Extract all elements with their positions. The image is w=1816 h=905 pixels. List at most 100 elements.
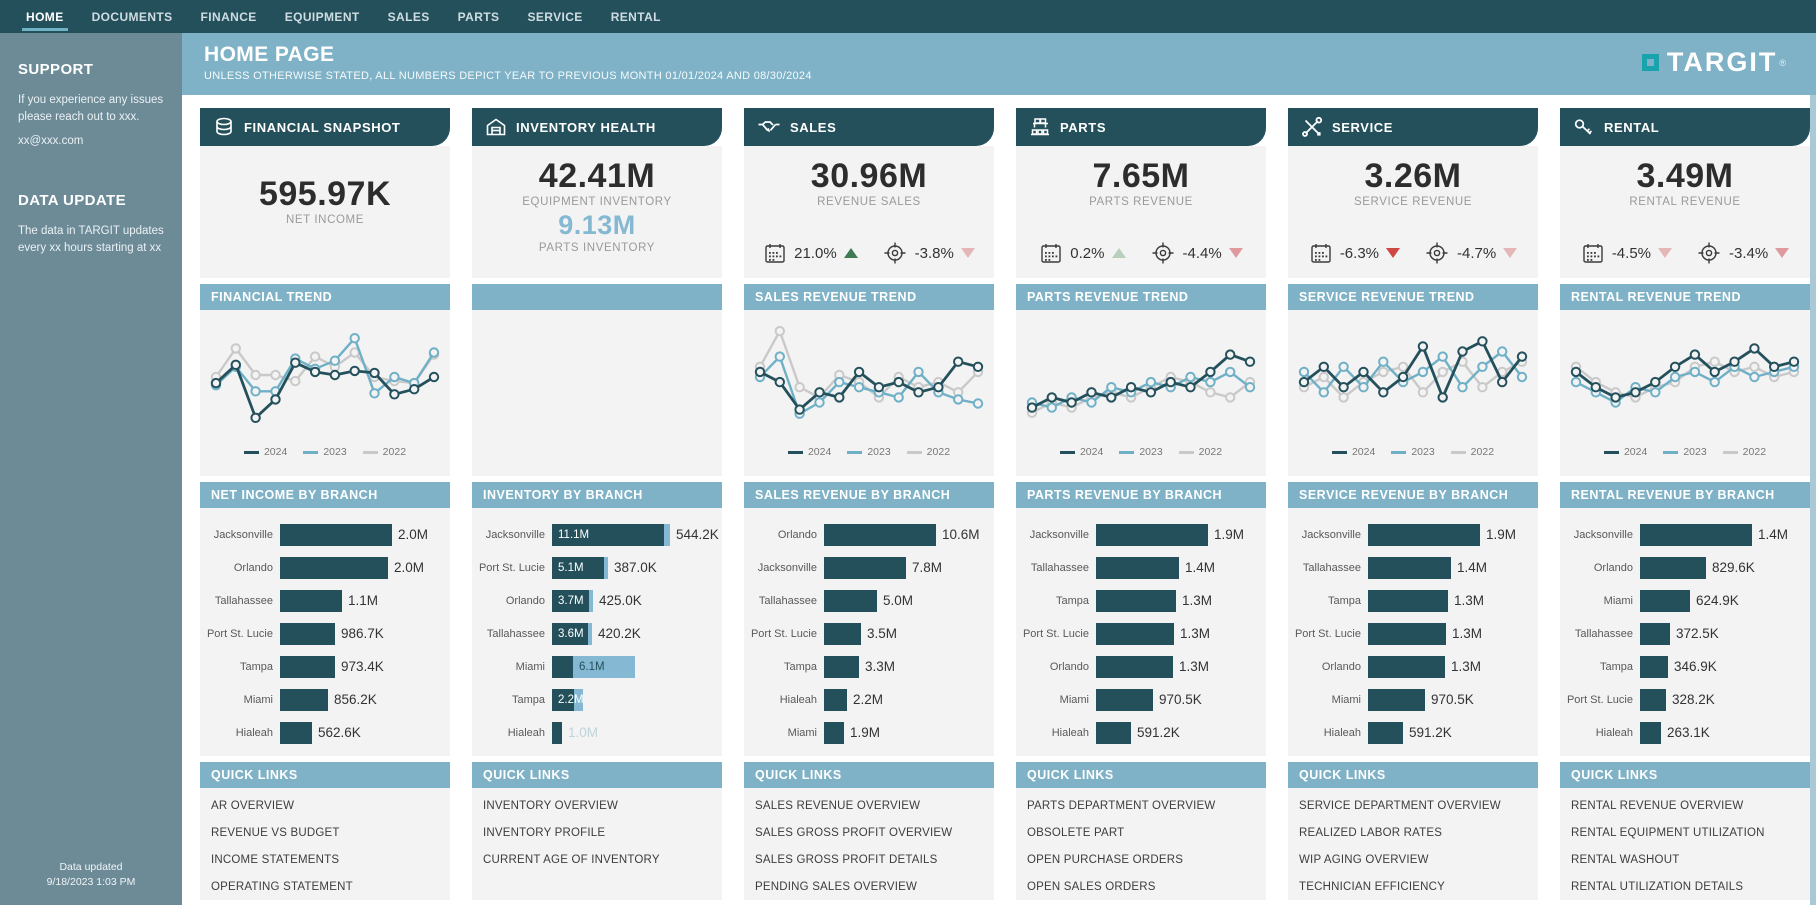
bar-row: Miami 970.5K xyxy=(1020,683,1258,716)
quick-link[interactable]: TECHNICIAN EFFICIENCY xyxy=(1299,880,1446,893)
quick-link[interactable]: SALES GROSS PROFIT DETAILS xyxy=(755,853,938,866)
trend-chart-section-inventory xyxy=(472,310,722,476)
bar-container: 970.5K xyxy=(1368,688,1474,711)
quick-link[interactable]: OPEN PURCHASE ORDERS xyxy=(1027,853,1184,866)
nav-item-home[interactable]: HOME xyxy=(12,0,78,33)
quick-link[interactable]: OPERATING STATEMENT xyxy=(211,880,353,893)
quick-link[interactable]: SALES GROSS PROFIT OVERVIEW xyxy=(755,826,953,839)
branch-label: Tampa xyxy=(511,693,545,706)
kpi-section-financial: 595.97K NET INCOME xyxy=(200,146,450,278)
trend-chart-section-sales: 2024 2023 2022 xyxy=(744,310,994,476)
branch-label: Hialeah xyxy=(1051,726,1089,739)
trend-section-title: SERVICE REVENUE TREND xyxy=(1288,284,1538,310)
bar xyxy=(1096,688,1153,711)
quick-link[interactable]: SERVICE DEPARTMENT OVERVIEW xyxy=(1299,799,1501,812)
page-subtitle: UNLESS OTHERWISE STATED, ALL NUMBERS DEP… xyxy=(204,70,812,82)
bar xyxy=(280,556,388,579)
quick-link[interactable]: AR OVERVIEW xyxy=(211,799,295,812)
nav-item-equipment[interactable]: EQUIPMENT xyxy=(284,9,360,24)
legend-item-2023: 2023 xyxy=(303,446,347,458)
branch-label: Tampa xyxy=(1055,594,1089,607)
bar-container: 562.6K xyxy=(280,721,361,744)
branch-label: Port St. Lucie xyxy=(750,627,817,640)
bar-equipment-segment: 11.1M xyxy=(552,523,664,546)
card-title: PARTS xyxy=(1060,119,1107,135)
branch-label: Port St. Lucie xyxy=(478,561,545,574)
data-update-text: The data in TARGIT updates every xx hour… xyxy=(18,225,164,254)
quick-link[interactable]: SALES REVENUE OVERVIEW xyxy=(755,799,921,812)
quick-link[interactable]: RENTAL EQUIPMENT UTILIZATION xyxy=(1571,826,1765,839)
branch-label: Tampa xyxy=(783,660,817,673)
bar-value: 372.5K xyxy=(1676,626,1719,641)
bar-row: Hialeah 562.6K xyxy=(204,716,442,749)
bar-container: 986.7K xyxy=(280,622,384,645)
bar-container: 372.5K xyxy=(1640,622,1719,645)
bar-value: 1.9M xyxy=(1214,527,1245,542)
trend-legend: 2024 2023 2022 xyxy=(744,446,994,458)
nav-item-documents[interactable]: DOCUMENTS xyxy=(91,9,173,24)
quick-link[interactable]: OBSOLETE PART xyxy=(1027,826,1125,839)
bar xyxy=(1368,655,1445,678)
quick-link[interactable]: WIP AGING OVERVIEW xyxy=(1299,853,1429,866)
quick-link[interactable]: CURRENT AGE OF INVENTORY xyxy=(483,853,660,866)
legend-label: 2023 xyxy=(1683,446,1707,458)
bar-row: Tallahassee 1.4M xyxy=(1020,551,1258,584)
nav-item-rental[interactable]: RENTAL xyxy=(610,9,661,24)
legend-item-2022: 2022 xyxy=(1450,446,1494,458)
legend-swatch xyxy=(1450,450,1466,454)
bar-row: Port St. Lucie 986.7K xyxy=(204,617,442,650)
trend-down-icon xyxy=(1775,248,1790,258)
kpi-value: 3.26M xyxy=(1364,157,1462,195)
legend-swatch xyxy=(1059,450,1075,454)
nav-item-parts[interactable]: PARTS xyxy=(457,9,500,24)
calendar-icon xyxy=(763,241,787,265)
right-edge-strip xyxy=(1810,95,1816,905)
nav-item-service[interactable]: SERVICE xyxy=(527,9,583,24)
kpi-label: PARTS INVENTORY xyxy=(538,241,656,254)
quick-link[interactable]: REALIZED LABOR RATES xyxy=(1299,826,1443,839)
quick-link[interactable]: PARTS DEPARTMENT OVERVIEW xyxy=(1027,799,1216,812)
legend-swatch xyxy=(243,450,259,454)
bar-value: 970.5K xyxy=(1159,692,1202,707)
bar xyxy=(824,688,847,711)
quick-link[interactable]: RENTAL REVENUE OVERVIEW xyxy=(1571,799,1744,812)
top-navigation: HOME DOCUMENTS FINANCE EQUIPMENT SALES PARTS S… xyxy=(0,0,1816,33)
nav-item-sales[interactable]: SALES xyxy=(387,9,430,24)
bar xyxy=(1368,622,1446,645)
kpi-indicator-row: 21.0% -3.8% xyxy=(744,240,994,266)
bar-row: Jacksonville 7.8M xyxy=(748,551,986,584)
bar-inside-label: 6.1M xyxy=(579,660,605,673)
legend-item-2023: 2023 xyxy=(1663,446,1707,458)
quick-link[interactable]: RENTAL WASHOUT xyxy=(1571,853,1680,866)
legend-label: 2024 xyxy=(1351,446,1376,458)
trend-down-icon xyxy=(1658,248,1672,258)
branch-label: Jacksonville xyxy=(757,561,817,574)
bar-row: Miami 970.5K xyxy=(1292,683,1530,716)
bar-value: 970.5K xyxy=(1431,692,1474,707)
quick-link[interactable]: PENDING SALES OVERVIEW xyxy=(755,880,918,893)
quick-link[interactable]: OPEN SALES ORDERS xyxy=(1027,880,1156,893)
bar xyxy=(1640,688,1666,711)
bar-value: 425.0K xyxy=(599,593,642,608)
card-header-inventory: INVENTORY HEALTH xyxy=(472,108,722,146)
quick-link[interactable]: INVENTORY OVERVIEW xyxy=(483,799,619,812)
branch-label: Tampa xyxy=(1327,594,1361,607)
bar-row: Jacksonville 1.9M xyxy=(1020,518,1258,551)
bar-row: Jacksonville 2.0M xyxy=(204,518,442,551)
bar-value: 1.3M xyxy=(1451,659,1482,674)
quick-link[interactable]: INCOME STATEMENTS xyxy=(211,853,340,866)
bar-value: 562.6K xyxy=(318,725,361,740)
branch-section-title: PARTS REVENUE BY BRANCH xyxy=(1016,482,1266,508)
quick-link[interactable]: INVENTORY PROFILE xyxy=(483,826,606,839)
bar xyxy=(1640,523,1752,546)
bar-value: 387.0K xyxy=(614,560,657,575)
nav-item-finance[interactable]: FINANCE xyxy=(200,9,257,24)
quick-link[interactable]: REVENUE VS BUDGET xyxy=(211,826,340,839)
bar-value: 1.3M xyxy=(1179,659,1210,674)
quick-link[interactable]: RENTAL UTILIZATION DETAILS xyxy=(1571,880,1744,893)
bar-value: 1.3M xyxy=(1182,593,1213,608)
kpi-label: PARTS REVENUE xyxy=(1089,195,1193,208)
card-inventory: INVENTORY HEALTH 42.41M EQUIPMENT INVENTOR… xyxy=(472,108,722,900)
calendar-icon xyxy=(1039,241,1063,265)
bar-container: 1.3M xyxy=(1368,655,1482,678)
